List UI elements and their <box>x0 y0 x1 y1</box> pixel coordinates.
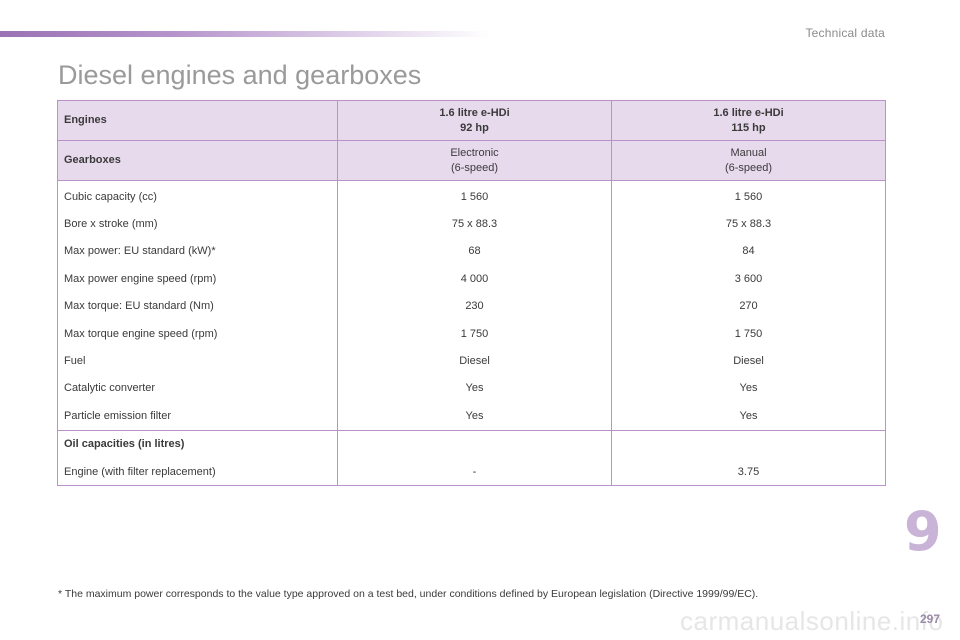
row-value-2: 84 <box>611 237 886 266</box>
page-number: 297 <box>919 612 940 626</box>
empty-cell <box>611 429 886 458</box>
engine-column-1: 1.6 litre e-HDi 92 hp <box>337 100 612 141</box>
gearbox-2-speeds: (6-speed) <box>724 161 773 174</box>
row-label: Engine (with filter replacement) <box>57 457 338 487</box>
table-row: Max power engine speed (rpm) 4 000 3 600 <box>57 265 886 293</box>
row-value-1: Diesel <box>337 347 612 375</box>
row-label: Bore x stroke (mm) <box>57 210 338 238</box>
row-value-2: 3.75 <box>611 457 886 487</box>
table-row: Cubic capacity (cc) 1 560 1 560 <box>57 180 886 211</box>
table-row: Catalytic converter Yes Yes <box>57 374 886 403</box>
table-row: Max power: EU standard (kW)* 68 84 <box>57 237 886 266</box>
chapter-number: 9 <box>904 500 942 563</box>
row-label: Max power engine speed (rpm) <box>57 265 338 293</box>
oil-capacities-heading-row: Oil capacities (in litres) <box>57 429 886 458</box>
row-value-1: Yes <box>337 374 612 403</box>
page-title: Diesel engines and gearboxes <box>58 60 422 90</box>
row-value-2: 1 750 <box>611 319 886 348</box>
empty-cell <box>337 429 612 458</box>
row-value-2: Diesel <box>611 347 886 375</box>
table-row: Max torque: EU standard (Nm) 230 270 <box>57 292 886 320</box>
row-label: Cubic capacity (cc) <box>57 180 338 211</box>
header-accent-bar <box>0 31 490 37</box>
row-value-2: 75 x 88.3 <box>611 210 886 238</box>
row-value-2: Yes <box>611 374 886 403</box>
gearbox-1-speeds: (6-speed) <box>450 161 499 174</box>
row-value-1: 68 <box>337 237 612 266</box>
row-value-1: - <box>337 457 612 487</box>
gearboxes-header-row: Gearboxes Electronic (6-speed) Manual (6… <box>57 140 886 181</box>
specifications-table: Engines 1.6 litre e-HDi 92 hp 1.6 litre … <box>57 100 886 487</box>
engine-2-power: 115 hp <box>731 121 766 134</box>
engine-2-name: 1.6 litre e-HDi <box>713 106 784 119</box>
row-value-1: 4 000 <box>337 265 612 293</box>
section-label: Technical data <box>805 26 885 40</box>
gearboxes-label: Gearboxes <box>57 140 338 181</box>
row-value-1: 230 <box>337 292 612 320</box>
row-value-2: 1 560 <box>611 180 886 211</box>
engine-1-power: 92 hp <box>460 121 489 134</box>
row-label: Fuel <box>57 347 338 375</box>
engines-label: Engines <box>57 100 338 141</box>
row-value-1: Yes <box>337 402 612 431</box>
row-label: Max torque engine speed (rpm) <box>57 319 338 348</box>
oil-capacities-title: Oil capacities (in litres) <box>57 429 338 458</box>
row-value-2: 3 600 <box>611 265 886 293</box>
row-value-1: 1 560 <box>337 180 612 211</box>
row-label: Catalytic converter <box>57 374 338 403</box>
engine-1-name: 1.6 litre e-HDi <box>439 106 510 119</box>
row-value-2: 270 <box>611 292 886 320</box>
engine-column-2: 1.6 litre e-HDi 115 hp <box>611 100 886 141</box>
row-value-2: Yes <box>611 402 886 431</box>
table-row: Max torque engine speed (rpm) 1 750 1 75… <box>57 319 886 348</box>
footnote: * The maximum power corresponds to the v… <box>58 588 759 600</box>
gearbox-column-2: Manual (6-speed) <box>611 140 886 181</box>
oil-capacity-row: Engine (with filter replacement) - 3.75 <box>57 457 886 487</box>
table-row: Fuel Diesel Diesel <box>57 347 886 375</box>
gearbox-2-type: Manual <box>730 146 767 159</box>
row-label: Max power: EU standard (kW)* <box>57 237 338 266</box>
row-value-1: 1 750 <box>337 319 612 348</box>
row-label: Particle emission filter <box>57 402 338 431</box>
table-row: Particle emission filter Yes Yes <box>57 402 886 431</box>
watermark: carmanualsonline.info <box>680 606 944 636</box>
row-label: Max torque: EU standard (Nm) <box>57 292 338 320</box>
engines-header-row: Engines 1.6 litre e-HDi 92 hp 1.6 litre … <box>57 100 886 141</box>
row-value-1: 75 x 88.3 <box>337 210 612 238</box>
gearbox-1-type: Electronic <box>450 146 499 159</box>
table-row: Bore x stroke (mm) 75 x 88.3 75 x 88.3 <box>57 210 886 238</box>
gearbox-column-1: Electronic (6-speed) <box>337 140 612 181</box>
